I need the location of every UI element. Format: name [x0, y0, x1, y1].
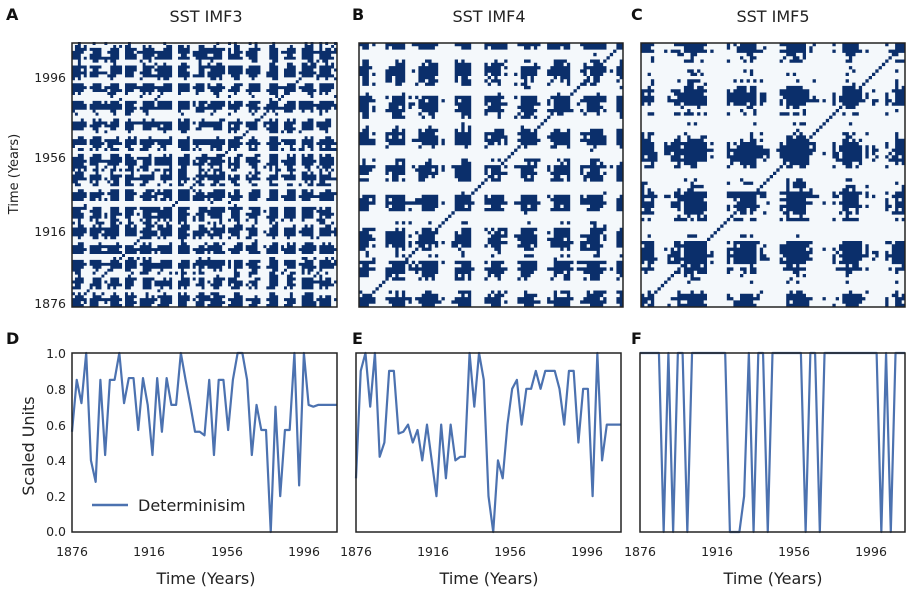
rp-frame [358, 42, 624, 308]
panel-label-b: B [352, 5, 364, 24]
xlabel-e: Time (Years) [439, 569, 539, 588]
xlabel-d: Time (Years) [156, 569, 256, 588]
ytick-a-1996: 1996 [34, 70, 66, 85]
ytick-d-0.8: 0.8 [46, 382, 66, 397]
xtick-d-1996: 1996 [288, 544, 320, 559]
xtick-e-1956: 1956 [494, 544, 526, 559]
legend: Determinisim [92, 496, 246, 515]
title-c: SST IMF5 [736, 7, 809, 26]
ylabel-a: Time (Years) [7, 134, 22, 215]
xtick-e-1876: 1876 [340, 544, 372, 559]
ytick-a-1956: 1956 [34, 150, 66, 165]
plot-frame [71, 352, 338, 533]
panel-label-f: F [631, 329, 642, 348]
ytick-d-0.2: 0.2 [46, 489, 66, 504]
title-a: SST IMF3 [169, 7, 242, 26]
series-line-determinisim [70, 351, 337, 534]
xlabel-f: Time (Years) [723, 569, 823, 588]
xtick-f-1876: 1876 [624, 544, 656, 559]
ytick-a-1916: 1916 [34, 224, 66, 239]
ytick-d-0.0: 0.0 [46, 524, 66, 539]
plot-frame [639, 352, 906, 533]
plot-background [356, 353, 621, 532]
recurrence-plot-imf4 [358, 42, 624, 308]
xtick-e-1996: 1996 [571, 544, 603, 559]
plot-frame [355, 352, 622, 533]
series-line-determinisim [354, 351, 621, 534]
xtick-e-1916: 1916 [417, 544, 449, 559]
ytick-d-0.4: 0.4 [46, 453, 66, 468]
ytick-d-1.0: 1.0 [46, 346, 66, 361]
panel-label-d: D [6, 329, 19, 348]
ytick-a-1876: 1876 [34, 296, 66, 311]
title-b: SST IMF4 [452, 7, 525, 26]
rp-frame [71, 42, 338, 308]
line-plot-f [639, 351, 906, 534]
xtick-d-1876: 1876 [56, 544, 88, 559]
recurrence-plot-imf3 [71, 42, 338, 308]
line-plot-e [354, 351, 622, 534]
legend-label: Determinisim [138, 496, 246, 515]
ylabel-d: Scaled Units [19, 396, 38, 495]
xtick-d-1956: 1956 [211, 544, 243, 559]
xtick-d-1916: 1916 [133, 544, 165, 559]
recurrence-plot-imf5 [640, 42, 906, 308]
ytick-d-0.6: 0.6 [46, 418, 66, 433]
recurrence-points [72, 42, 337, 307]
panel-label-c: C [631, 5, 643, 24]
line-plot-d [70, 351, 338, 534]
xtick-f-1916: 1916 [701, 544, 733, 559]
recurrence-points [641, 43, 905, 307]
panel-label-e: E [352, 329, 363, 348]
rp-frame [640, 42, 906, 308]
xtick-f-1996: 1996 [855, 544, 887, 559]
panel-label-a: A [6, 5, 19, 24]
recurrence-points [359, 43, 623, 307]
xtick-f-1956: 1956 [778, 544, 810, 559]
